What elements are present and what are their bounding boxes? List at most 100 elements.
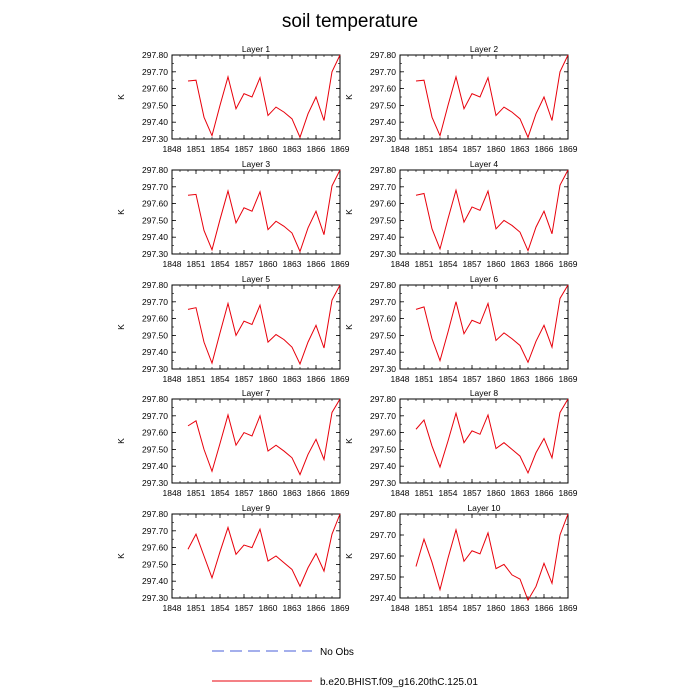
y-tick-label: 297.30 bbox=[142, 478, 168, 488]
y-tick-label: 297.30 bbox=[370, 134, 396, 144]
panel-title: Layer 9 bbox=[242, 503, 271, 513]
y-tick-label: 297.30 bbox=[142, 364, 168, 374]
x-tick-label: 1848 bbox=[391, 603, 410, 613]
x-tick-label: 1857 bbox=[463, 259, 482, 269]
x-tick-label: 1869 bbox=[559, 488, 578, 498]
panel-layer-2: Layer 2 297.30 297.40 297.50 297.60 297.70 297… bbox=[344, 44, 578, 154]
y-tick-label: 297.40 bbox=[142, 461, 168, 471]
y-tick-label: 297.40 bbox=[370, 461, 396, 471]
series-line bbox=[187, 284, 341, 366]
x-tick-label: 1866 bbox=[535, 259, 554, 269]
y-tick-label: 297.70 bbox=[142, 411, 168, 421]
y-tick-label: 297.80 bbox=[142, 280, 168, 290]
panel-layer-6: Layer 6 297.30 297.40 297.50 297.60 297.70 297… bbox=[344, 274, 578, 384]
y-tick-label: 297.50 bbox=[142, 100, 168, 110]
y-axis-label: K bbox=[116, 553, 126, 559]
y-tick-label: 297.80 bbox=[142, 165, 168, 175]
y-tick-label: 297.60 bbox=[370, 428, 396, 438]
y-tick-label: 297.80 bbox=[142, 509, 168, 519]
y-tick-label: 297.60 bbox=[142, 314, 168, 324]
y-tick-label: 297.30 bbox=[370, 478, 396, 488]
panel-title: Layer 6 bbox=[470, 274, 499, 284]
series-line bbox=[415, 398, 569, 475]
x-tick-label: 1848 bbox=[163, 374, 182, 384]
x-tick-label: 1848 bbox=[163, 144, 182, 154]
y-tick-label: 297.50 bbox=[370, 444, 396, 454]
legend-label-no-obs: No Obs bbox=[320, 647, 354, 658]
x-tick-label: 1851 bbox=[415, 488, 434, 498]
panel-layer-4: Layer 4 297.30 297.40 297.50 297.60 297.70 297… bbox=[344, 159, 578, 269]
y-tick-label: 297.30 bbox=[370, 249, 396, 259]
x-tick-label: 1854 bbox=[439, 259, 458, 269]
y-tick-label: 297.40 bbox=[370, 347, 396, 357]
y-tick-label: 297.80 bbox=[142, 50, 168, 60]
x-tick-label: 1860 bbox=[487, 144, 506, 154]
series-line bbox=[187, 169, 341, 253]
x-tick-label: 1854 bbox=[439, 144, 458, 154]
x-tick-label: 1848 bbox=[391, 488, 410, 498]
x-tick-label: 1863 bbox=[283, 374, 302, 384]
legend: No Obs b.e20.BHIST.f09_g16.20thC.125.01 bbox=[212, 647, 478, 688]
y-tick-label: 297.60 bbox=[142, 543, 168, 553]
x-tick-label: 1860 bbox=[487, 488, 506, 498]
y-tick-label: 297.60 bbox=[142, 428, 168, 438]
y-tick-label: 297.80 bbox=[370, 165, 396, 175]
x-tick-label: 1869 bbox=[559, 259, 578, 269]
x-tick-label: 1854 bbox=[211, 144, 230, 154]
y-tick-label: 297.70 bbox=[370, 411, 396, 421]
y-tick-label: 297.80 bbox=[142, 394, 168, 404]
x-tick-label: 1860 bbox=[487, 259, 506, 269]
x-tick-label: 1854 bbox=[211, 259, 230, 269]
y-tick-label: 297.40 bbox=[370, 593, 396, 603]
panel-layer-10: Layer 10 297.40 297.50 297.60 297.70 297.80 18… bbox=[344, 503, 578, 613]
y-tick-label: 297.70 bbox=[370, 182, 396, 192]
x-tick-label: 1869 bbox=[559, 144, 578, 154]
x-tick-label: 1851 bbox=[415, 374, 434, 384]
x-tick-label: 1860 bbox=[259, 259, 278, 269]
panel-layer-5: Layer 5 297.30 297.40 297.50 297.60 297.70 297… bbox=[116, 274, 350, 384]
y-tick-label: 297.50 bbox=[142, 215, 168, 225]
x-tick-label: 1869 bbox=[559, 603, 578, 613]
series-line bbox=[415, 513, 569, 602]
x-tick-label: 1860 bbox=[259, 488, 278, 498]
y-axis-label: K bbox=[116, 209, 126, 215]
y-axis-label: K bbox=[116, 324, 126, 330]
panel-frame bbox=[399, 54, 569, 140]
x-tick-label: 1860 bbox=[259, 603, 278, 613]
panel-frame bbox=[171, 169, 341, 255]
y-axis-label: K bbox=[344, 438, 354, 444]
y-axis-label: K bbox=[344, 209, 354, 215]
panel-frame bbox=[171, 54, 341, 140]
y-tick-label: 297.60 bbox=[142, 84, 168, 94]
y-tick-label: 297.50 bbox=[142, 330, 168, 340]
panel-frame bbox=[399, 169, 569, 255]
x-tick-label: 1866 bbox=[535, 144, 554, 154]
y-tick-label: 297.60 bbox=[370, 314, 396, 324]
x-tick-label: 1854 bbox=[439, 488, 458, 498]
panel-grid: Layer 1 297.30 297.40 297.50 297.60 297.70 297… bbox=[116, 44, 578, 613]
x-tick-label: 1848 bbox=[163, 603, 182, 613]
x-tick-label: 1863 bbox=[283, 488, 302, 498]
x-tick-label: 1866 bbox=[535, 488, 554, 498]
y-tick-label: 297.50 bbox=[370, 330, 396, 340]
y-tick-label: 297.60 bbox=[142, 199, 168, 209]
x-tick-label: 1857 bbox=[235, 259, 254, 269]
x-tick-label: 1857 bbox=[235, 374, 254, 384]
x-tick-label: 1869 bbox=[331, 603, 350, 613]
y-tick-label: 297.80 bbox=[370, 509, 396, 519]
y-tick-label: 297.70 bbox=[142, 67, 168, 77]
y-tick-label: 297.40 bbox=[142, 576, 168, 586]
y-tick-label: 297.30 bbox=[370, 364, 396, 374]
y-tick-label: 297.60 bbox=[370, 84, 396, 94]
y-tick-label: 297.50 bbox=[142, 559, 168, 569]
y-tick-label: 297.40 bbox=[370, 117, 396, 127]
y-tick-label: 297.40 bbox=[142, 232, 168, 242]
x-tick-label: 1860 bbox=[259, 144, 278, 154]
y-tick-label: 297.80 bbox=[370, 394, 396, 404]
x-tick-label: 1851 bbox=[187, 374, 206, 384]
panel-title: Layer 2 bbox=[470, 44, 499, 54]
x-tick-label: 1848 bbox=[391, 374, 410, 384]
x-tick-label: 1866 bbox=[535, 374, 554, 384]
panel-title: Layer 5 bbox=[242, 274, 271, 284]
